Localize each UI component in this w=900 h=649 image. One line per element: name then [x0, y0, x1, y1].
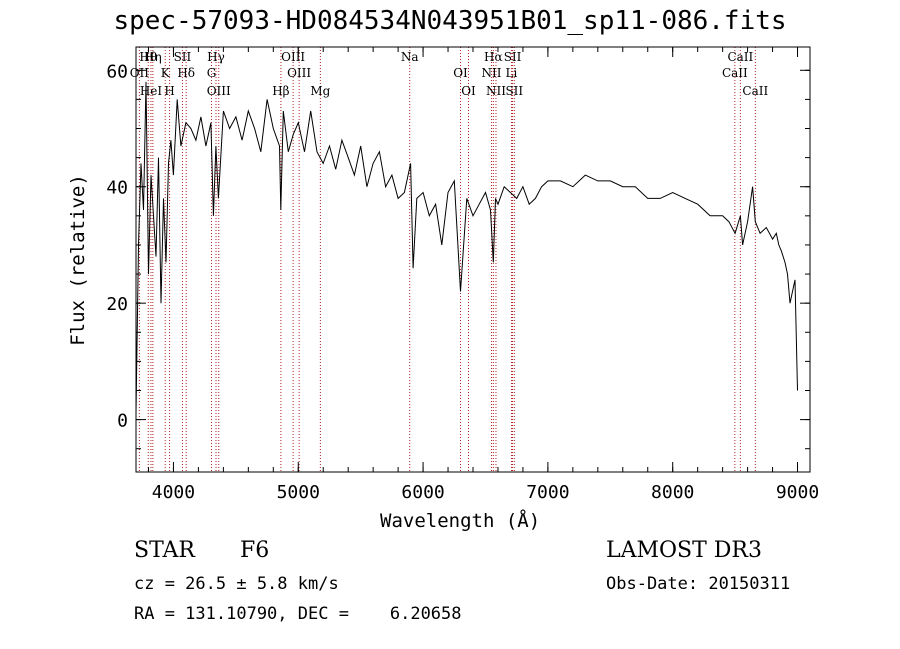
- x-tick-label: 7000: [526, 482, 569, 503]
- plot-frame: [135, 46, 811, 473]
- line-label: SII: [504, 50, 522, 64]
- spectrum-line: [135, 81, 798, 414]
- spectral-line-markers: [138, 47, 756, 472]
- line-label: SII: [174, 50, 192, 64]
- line-label: OI: [453, 66, 468, 80]
- line-label: Na: [401, 50, 419, 64]
- x-tick-label: 8000: [651, 482, 694, 503]
- chart-title: spec-57093-HD084534N043951B01_sp11-086.f…: [113, 6, 787, 36]
- line-label: Hβ: [272, 84, 289, 98]
- coordinates-text: RA = 131.10790, DEC = 6.20658: [134, 604, 462, 624]
- line-label: OIII: [207, 84, 231, 98]
- axis-ticks: 4000 5000 6000 7000 8000 9000 0 20 40 60: [106, 47, 819, 503]
- line-label: SII: [505, 84, 523, 98]
- line-label: Hθ: [139, 50, 157, 64]
- y-tick-label: 20: [106, 294, 128, 315]
- line-label: HeI: [140, 84, 163, 98]
- survey-name: LAMOST DR3: [606, 538, 762, 563]
- line-label: Li: [506, 66, 518, 80]
- line-label: CaII: [722, 66, 748, 80]
- line-label: G: [207, 66, 217, 80]
- line-label: NII: [481, 66, 501, 80]
- line-label: Hδ: [177, 66, 195, 80]
- observation-date: Obs-Date: 20150311: [606, 574, 791, 594]
- x-tick-label: 6000: [401, 482, 444, 503]
- object-class: STAR: [134, 538, 195, 563]
- line-label: OII: [130, 66, 150, 80]
- redshift-text: cz = 26.5 ± 5.8 km/s: [134, 574, 339, 594]
- line-label: CaII: [742, 84, 768, 98]
- line-label: OI: [461, 84, 476, 98]
- line-label: CaII: [727, 50, 753, 64]
- x-tick-label: 5000: [277, 482, 320, 503]
- x-axis-label: Wavelength (Å): [380, 510, 541, 532]
- line-label: Hγ: [207, 50, 225, 64]
- line-label: OIII: [281, 50, 305, 64]
- x-tick-label: 4000: [152, 482, 195, 503]
- x-tick-label: 9000: [776, 482, 819, 503]
- y-tick-label: 40: [106, 178, 128, 199]
- y-axis-label: Flux (relative): [67, 174, 89, 346]
- y-tick-label: 0: [117, 411, 128, 432]
- line-label: OIII: [287, 66, 311, 80]
- line-labels: Hθ OII HeI Hη KH SII Hδ OIII Hγ G Hβ OIII OIII Mg Na OI…: [130, 50, 769, 98]
- line-label: Mg: [310, 84, 330, 98]
- line-label: Hα: [484, 50, 503, 64]
- line-label: K: [161, 66, 171, 80]
- line-label: NII: [486, 84, 506, 98]
- object-subclass: F6: [240, 538, 270, 563]
- line-label: H: [164, 84, 174, 98]
- line-label: Hη: [144, 50, 162, 64]
- y-tick-label: 60: [106, 61, 128, 82]
